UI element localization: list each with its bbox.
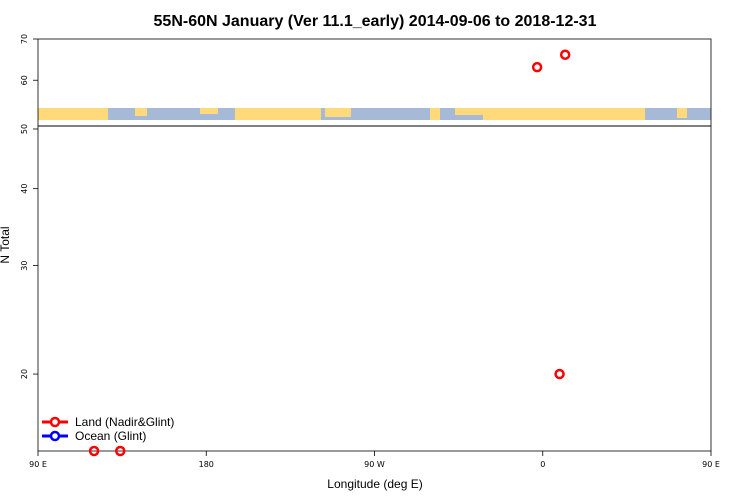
x-axis-label: Longitude (deg E) (327, 477, 422, 491)
x-tick-label: 90 E (29, 460, 47, 469)
x-tick-label: 90 W (364, 460, 385, 469)
legend-entry-label: Land (Nadir&Glint) (75, 415, 174, 429)
x-tick-label: 90 E (702, 460, 720, 469)
land-segment (430, 108, 440, 120)
data-points (88, 49, 571, 457)
y-tick-label: 50 (20, 124, 29, 134)
legend-entry-label: Ocean (Glint) (75, 429, 146, 443)
land-ocean-map-strip (38, 108, 711, 120)
legend-swatch-marker (49, 416, 61, 428)
land-segment (200, 108, 218, 114)
data-point (88, 445, 100, 457)
land-segment (38, 108, 108, 120)
land-segment (235, 108, 321, 120)
data-point (531, 61, 543, 73)
y-tick-label: 30 (20, 261, 29, 271)
data-point (559, 49, 571, 60)
land-segment (455, 108, 483, 115)
land-segment (135, 108, 147, 116)
chart-title: 55N-60N January (Ver 11.1_early) 2014-09… (154, 13, 597, 30)
land-segment (677, 108, 687, 118)
y-tick-label: 40 (20, 184, 29, 194)
data-point (554, 368, 565, 380)
y-tick-label: 60 (20, 75, 29, 85)
plot-frame (37, 38, 712, 452)
land-segment (325, 108, 351, 117)
legend: Land (Nadir&Glint)Ocean (Glint) (42, 415, 174, 443)
x-tick-label: 0 (540, 460, 545, 469)
y-axis-label: N Total (0, 226, 12, 263)
y-tick-label: 20 (20, 369, 29, 379)
y-tick-label: 70 (20, 34, 29, 44)
x-tick-label: 180 (199, 460, 214, 469)
data-point (115, 445, 126, 457)
y-axis: 20 30 40 50 60 70 (20, 34, 38, 379)
land-segment (483, 108, 645, 120)
x-axis: 90 E 180 90 W 0 90 E (29, 451, 720, 469)
legend-swatch-marker (49, 430, 61, 442)
